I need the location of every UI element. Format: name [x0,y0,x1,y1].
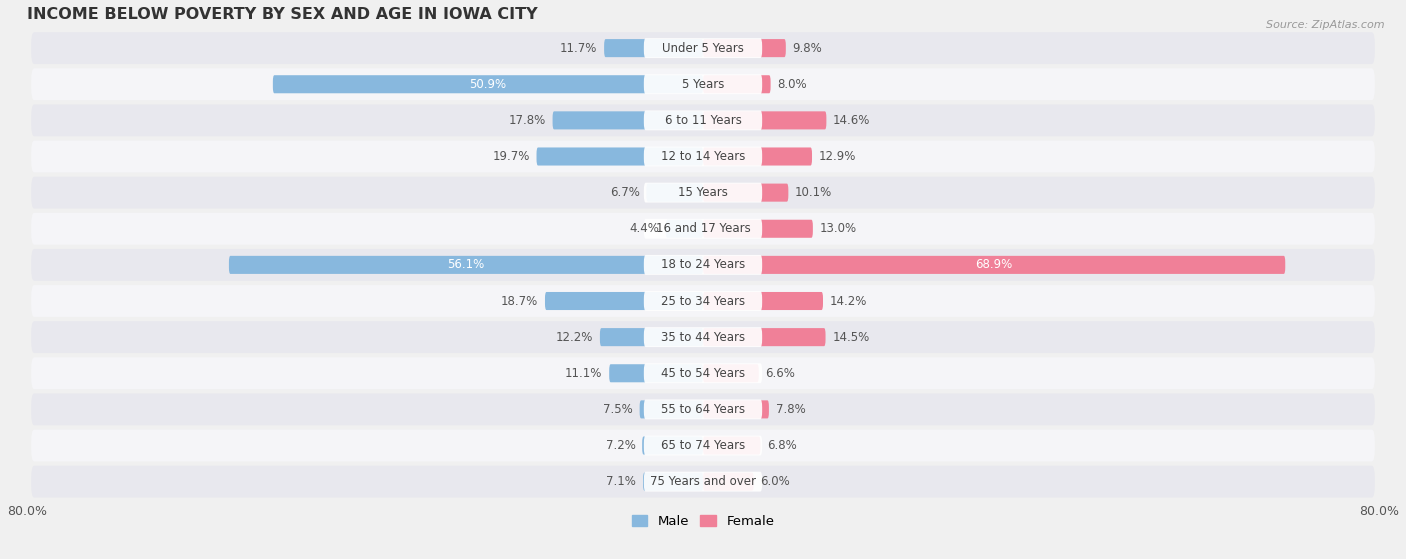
Text: 7.8%: 7.8% [776,403,806,416]
FancyBboxPatch shape [644,219,762,239]
FancyBboxPatch shape [31,394,1375,425]
FancyBboxPatch shape [31,213,1375,245]
FancyBboxPatch shape [644,472,762,491]
Text: 68.9%: 68.9% [976,258,1012,271]
Text: 11.7%: 11.7% [560,41,598,55]
Text: Under 5 Years: Under 5 Years [662,41,744,55]
FancyBboxPatch shape [31,105,1375,136]
FancyBboxPatch shape [703,292,823,310]
FancyBboxPatch shape [644,363,762,383]
Text: Source: ZipAtlas.com: Source: ZipAtlas.com [1267,20,1385,30]
Text: 4.4%: 4.4% [628,222,659,235]
Text: 15 Years: 15 Years [678,186,728,199]
FancyBboxPatch shape [703,75,770,93]
Text: 6 to 11 Years: 6 to 11 Years [665,114,741,127]
Text: 13.0%: 13.0% [820,222,856,235]
FancyBboxPatch shape [643,472,703,491]
FancyBboxPatch shape [31,321,1375,353]
Text: 5 Years: 5 Years [682,78,724,91]
FancyBboxPatch shape [229,256,703,274]
FancyBboxPatch shape [31,68,1375,100]
FancyBboxPatch shape [609,364,703,382]
Text: 9.8%: 9.8% [793,41,823,55]
Text: 14.5%: 14.5% [832,330,869,344]
FancyBboxPatch shape [31,141,1375,172]
FancyBboxPatch shape [605,39,703,57]
FancyBboxPatch shape [643,437,703,454]
FancyBboxPatch shape [31,285,1375,317]
FancyBboxPatch shape [644,111,762,130]
Text: 7.1%: 7.1% [606,475,637,488]
FancyBboxPatch shape [644,255,762,275]
Text: 16 and 17 Years: 16 and 17 Years [655,222,751,235]
Text: 65 to 74 Years: 65 to 74 Years [661,439,745,452]
FancyBboxPatch shape [537,148,703,165]
Text: 6.0%: 6.0% [761,475,790,488]
FancyBboxPatch shape [644,400,762,419]
Text: 25 to 34 Years: 25 to 34 Years [661,295,745,307]
Text: 6.8%: 6.8% [768,439,797,452]
Text: 55 to 64 Years: 55 to 64 Years [661,403,745,416]
FancyBboxPatch shape [31,357,1375,389]
FancyBboxPatch shape [703,328,825,346]
Text: 10.1%: 10.1% [796,186,832,199]
FancyBboxPatch shape [644,38,762,58]
FancyBboxPatch shape [703,39,786,57]
FancyBboxPatch shape [703,437,761,454]
FancyBboxPatch shape [31,177,1375,209]
Text: 18.7%: 18.7% [501,295,538,307]
FancyBboxPatch shape [644,327,762,347]
FancyBboxPatch shape [640,400,703,419]
Text: 17.8%: 17.8% [509,114,546,127]
FancyBboxPatch shape [703,256,1285,274]
Text: 7.2%: 7.2% [606,439,636,452]
Text: 8.0%: 8.0% [778,78,807,91]
FancyBboxPatch shape [31,430,1375,461]
FancyBboxPatch shape [31,249,1375,281]
FancyBboxPatch shape [703,183,789,202]
FancyBboxPatch shape [546,292,703,310]
FancyBboxPatch shape [644,435,762,456]
FancyBboxPatch shape [600,328,703,346]
FancyBboxPatch shape [666,220,703,238]
Text: 50.9%: 50.9% [470,78,506,91]
Text: 56.1%: 56.1% [447,258,485,271]
FancyBboxPatch shape [703,472,754,491]
Text: 35 to 44 Years: 35 to 44 Years [661,330,745,344]
FancyBboxPatch shape [31,32,1375,64]
Text: 6.7%: 6.7% [610,186,640,199]
Text: 7.5%: 7.5% [603,403,633,416]
Text: 12 to 14 Years: 12 to 14 Years [661,150,745,163]
FancyBboxPatch shape [644,74,762,94]
Text: 6.6%: 6.6% [765,367,796,380]
FancyBboxPatch shape [644,146,762,167]
Text: INCOME BELOW POVERTY BY SEX AND AGE IN IOWA CITY: INCOME BELOW POVERTY BY SEX AND AGE IN I… [27,7,537,22]
Text: 18 to 24 Years: 18 to 24 Years [661,258,745,271]
Text: 14.2%: 14.2% [830,295,868,307]
FancyBboxPatch shape [703,111,827,129]
Text: 75 Years and over: 75 Years and over [650,475,756,488]
Text: 14.6%: 14.6% [834,114,870,127]
Legend: Male, Female: Male, Female [626,509,780,533]
Text: 12.9%: 12.9% [818,150,856,163]
FancyBboxPatch shape [703,148,813,165]
FancyBboxPatch shape [703,400,769,419]
Text: 19.7%: 19.7% [492,150,530,163]
Text: 12.2%: 12.2% [555,330,593,344]
FancyBboxPatch shape [703,364,759,382]
FancyBboxPatch shape [553,111,703,129]
Text: 45 to 54 Years: 45 to 54 Years [661,367,745,380]
Text: 11.1%: 11.1% [565,367,602,380]
FancyBboxPatch shape [644,291,762,311]
FancyBboxPatch shape [647,183,703,202]
FancyBboxPatch shape [644,183,762,202]
FancyBboxPatch shape [273,75,703,93]
FancyBboxPatch shape [31,466,1375,498]
FancyBboxPatch shape [703,220,813,238]
